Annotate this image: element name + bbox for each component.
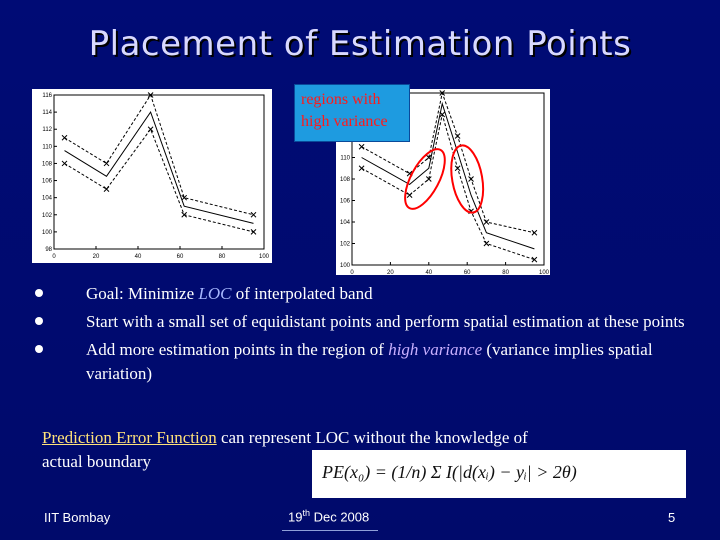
start-text: Start with a small set of equidistant po…	[86, 312, 685, 331]
add-post: (variance implies spatial variation)	[86, 340, 653, 383]
x-tick-label: 20	[93, 254, 100, 260]
y-tick-label: 100	[340, 263, 351, 269]
data-point-marker	[483, 219, 490, 225]
data-point-marker	[250, 229, 257, 235]
data-point-marker	[147, 92, 154, 98]
data-point-marker	[439, 90, 446, 96]
pef-rest: can represent LOC without the knowledge …	[42, 428, 528, 471]
series-line-1	[64, 111, 254, 224]
pe-formula: PE(x₀) = (1/n) Σ I(|d(xᵢ) − yᵢ| > 2θ)	[312, 450, 686, 498]
data-point-marker	[483, 240, 490, 247]
data-point-marker	[103, 186, 110, 192]
y-tick-label: 110	[42, 144, 52, 150]
data-point-marker	[406, 192, 413, 198]
data-point-marker	[181, 194, 188, 201]
data-point-marker	[439, 111, 446, 118]
bullet-icon	[35, 317, 43, 325]
bullet-list: Goal: Minimize LOC of interpolated band …	[28, 282, 688, 390]
pef-paragraph: Prediction Error Function can represent …	[42, 426, 562, 474]
data-point-marker	[61, 160, 68, 167]
y-tick-label: 102	[340, 242, 351, 248]
series-line-1	[361, 101, 535, 250]
goal-lead: Goal	[86, 284, 120, 303]
slide-title: Placement of Estimation Points	[88, 24, 632, 64]
bullet-start: Start with a small set of equidistant po…	[28, 310, 688, 334]
y-tick-label: 98	[45, 247, 52, 253]
bullet-icon	[35, 345, 43, 353]
data-point-marker	[358, 143, 365, 150]
data-point-marker	[250, 211, 257, 218]
data-point-marker	[181, 211, 188, 218]
data-point-marker	[531, 229, 538, 236]
data-point-marker	[454, 165, 461, 172]
y-tick-label: 116	[42, 93, 52, 99]
y-tick-label: 102	[42, 213, 53, 219]
goal-sep: : Minimize	[119, 284, 199, 303]
y-tick-label: 100	[42, 230, 53, 236]
plot-left-svg: 0 20 40 60 80 100 98 100 102 104 106 108 110 112 114 11…	[42, 92, 270, 260]
highlight-circle-1	[450, 144, 485, 214]
highlight-circle-0	[404, 148, 446, 210]
y-tick-label: 104	[340, 220, 351, 226]
x-tick-label: 100	[539, 270, 550, 275]
y-tick-label: 106	[42, 179, 53, 185]
callout-line-2: high variance	[301, 113, 388, 130]
data-point-marker	[358, 165, 365, 172]
x-tick-label: 20	[387, 270, 394, 275]
add-high-variance: high variance	[388, 340, 483, 359]
plot-left: 0 20 40 60 80 100 98 100 102 104 106 108 110 112 114 11…	[32, 89, 272, 263]
footer-day: 19	[288, 509, 303, 525]
plot-frame	[53, 94, 265, 250]
x-tick-label: 80	[502, 270, 509, 275]
x-tick-label: 40	[425, 270, 432, 275]
x-tick-label: 80	[219, 254, 226, 260]
x-tick-label: 0	[350, 270, 354, 275]
bullet-add: Add more estimation points in the region…	[28, 338, 688, 386]
formula-text: PE(x₀) = (1/n) Σ I(|d(xᵢ) − yᵢ| > 2θ)	[322, 462, 577, 482]
data-point-marker	[454, 133, 461, 139]
x-tick-label: 60	[464, 270, 471, 275]
high-variance-callout: regions with high variance	[294, 84, 410, 142]
goal-loc: LOC	[198, 284, 232, 303]
data-point-marker	[147, 126, 154, 133]
x-tick-label: 0	[52, 254, 56, 260]
series-line-2	[361, 114, 535, 261]
data-point-marker	[468, 176, 474, 182]
bullet-icon	[35, 289, 43, 297]
pef-label: Prediction Error Function	[42, 428, 217, 447]
series-line-0	[64, 93, 254, 216]
y-tick-label: 110	[340, 156, 350, 162]
footer-left: IIT Bombay	[44, 510, 111, 525]
y-tick-label: 108	[42, 161, 53, 167]
footer-date: 19th Dec 2008	[288, 508, 369, 524]
data-point-marker	[61, 134, 68, 141]
x-tick-label: 60	[177, 254, 184, 260]
x-tick-label: 40	[135, 254, 142, 260]
data-point-marker	[425, 176, 432, 182]
footer-page-number: 5	[668, 510, 676, 525]
y-tick-label: 108	[340, 177, 351, 183]
y-tick-label: 114	[42, 110, 52, 116]
y-tick-label: 112	[42, 127, 52, 133]
data-point-marker	[103, 160, 110, 167]
x-tick-label: 100	[259, 254, 270, 260]
y-tick-label: 106	[340, 199, 351, 205]
footer-sup: th	[302, 508, 310, 518]
series-line-2	[64, 128, 254, 233]
add-pre: Add more estimation points in the region…	[86, 340, 389, 359]
y-tick-label: 104	[42, 196, 53, 202]
footer-month-year: Dec 2008	[309, 509, 370, 525]
footer-divider	[282, 530, 378, 531]
callout-line-1: regions with	[301, 91, 381, 108]
goal-rest: of interpolated band	[231, 284, 373, 303]
data-point-marker	[531, 256, 538, 263]
bullet-goal: Goal: Minimize LOC of interpolated band	[28, 282, 688, 306]
